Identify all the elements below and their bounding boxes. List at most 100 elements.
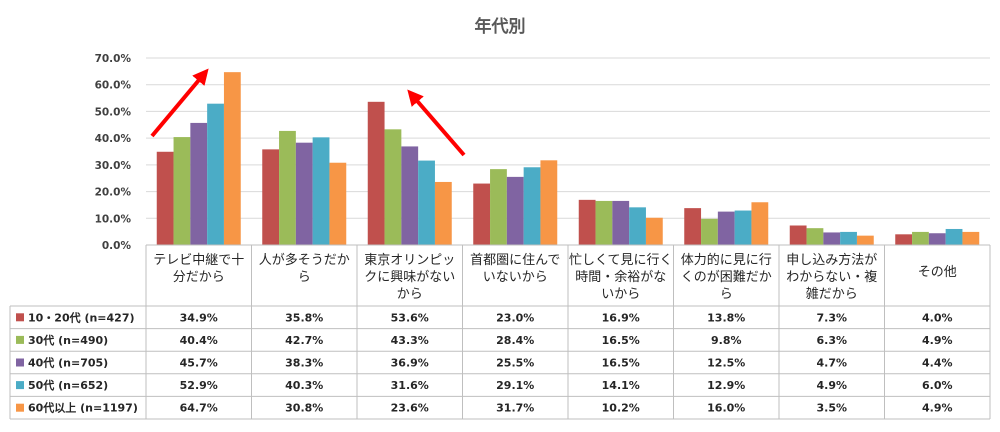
data-label: 40.4% [180, 334, 218, 347]
data-label: 25.5% [496, 357, 534, 370]
bar [207, 103, 224, 245]
data-label: 53.6% [391, 311, 429, 324]
data-label: 52.9% [180, 379, 218, 392]
y-tick-label: 60.0% [95, 80, 132, 92]
bar [173, 137, 191, 245]
data-label: 35.8% [285, 311, 323, 324]
category-label: 忙しくて見に行く時間・余裕がないから [569, 253, 673, 302]
data-label: 13.8% [707, 311, 745, 324]
y-tick-label: 50.0% [95, 106, 132, 118]
category-label: 人が多そうだから [259, 252, 350, 285]
bar [312, 137, 330, 245]
data-label: 30.8% [285, 402, 323, 415]
data-label: 16.0% [707, 402, 745, 415]
data-label: 4.4% [922, 357, 953, 370]
data-label: 16.5% [602, 334, 640, 347]
bar [823, 232, 841, 245]
bar [540, 160, 558, 245]
data-label: 28.4% [496, 334, 534, 347]
data-label: 14.1% [602, 379, 640, 392]
bars [156, 72, 980, 245]
bar [751, 202, 769, 245]
bar [895, 234, 913, 245]
bar [490, 169, 507, 245]
legend-label: 40代 (n=705) [28, 356, 108, 370]
bar [434, 181, 452, 245]
bar [295, 142, 313, 245]
bar [789, 225, 807, 245]
bar [717, 211, 735, 245]
bar [629, 207, 646, 245]
data-label: 16.9% [602, 311, 640, 324]
y-tick-label: 40.0% [95, 133, 132, 145]
bar [156, 151, 174, 245]
data-label: 42.7% [285, 334, 323, 347]
category-label: 東京オリンピックに興味がないから [364, 252, 455, 302]
data-label: 12.5% [707, 357, 745, 370]
bar [418, 160, 435, 245]
bar [701, 218, 718, 245]
data-label: 23.0% [496, 311, 534, 324]
bar [506, 176, 524, 245]
data-label: 31.6% [391, 379, 429, 392]
category-label: 首都圏に住んでいないから [470, 253, 560, 285]
y-tick-label: 70.0% [95, 53, 132, 65]
bar [945, 228, 963, 245]
bar [595, 200, 613, 245]
data-label: 23.6% [391, 402, 429, 415]
data-label: 10.2% [602, 402, 640, 415]
data-label: 43.3% [391, 334, 429, 347]
y-tick-label: 0.0% [102, 240, 132, 252]
bar [473, 183, 491, 245]
annotation-arrows [150, 68, 466, 157]
legend-label: 30代 (n=490) [28, 333, 108, 347]
chart-title: 年代別 [475, 16, 526, 37]
data-label: 6.0% [922, 379, 953, 392]
data-label: 29.1% [496, 379, 534, 392]
bar [856, 235, 874, 245]
y-tick-label: 10.0% [95, 213, 132, 225]
category-label: 体力的に見に行くのが困難だから [681, 252, 772, 302]
bar [928, 233, 946, 245]
legend-swatch [16, 313, 24, 322]
legend-label: 10・20代 (n=427) [28, 310, 135, 324]
y-axis-ticks: 0.0% 10.0% 20.0% 30.0% 40.0% 50.0% 60.0% 70.0% [95, 53, 132, 252]
bar [401, 146, 419, 245]
data-label: 16.5% [602, 357, 640, 370]
y-tick-label: 30.0% [95, 160, 132, 172]
legend-label: 50代 (n=652) [28, 378, 108, 392]
bar [912, 231, 929, 245]
data-label: 4.9% [922, 402, 953, 415]
data-label: 38.3% [285, 357, 323, 370]
bar [262, 149, 280, 245]
data-label: 34.9% [180, 311, 218, 324]
data-table: テレビ中継で十分だから人が多そうだから東京オリンピックに興味がないから首都圏に住… [9, 244, 991, 420]
data-label: 6.3% [816, 334, 847, 347]
data-label: 64.7% [180, 402, 218, 415]
category-label: 申し込み方法がわからない・複雑だから [786, 252, 877, 302]
category-label: その他 [918, 265, 957, 280]
data-label: 45.7% [180, 357, 218, 370]
bar [279, 130, 296, 245]
legend-swatch [16, 403, 24, 412]
bar [578, 199, 596, 245]
bar [840, 231, 857, 245]
data-label: 3.5% [816, 402, 847, 415]
bar [384, 129, 402, 245]
data-label: 12.9% [707, 379, 745, 392]
legend-swatch [16, 335, 24, 344]
legend-swatch [16, 358, 24, 367]
data-label: 31.7% [496, 402, 534, 415]
bar [190, 122, 208, 245]
bar [684, 208, 702, 245]
data-label: 7.3% [816, 311, 847, 324]
bar [806, 228, 824, 245]
bar [223, 72, 241, 245]
data-label: 4.7% [816, 357, 847, 370]
data-label: 36.9% [391, 357, 429, 370]
legend-swatch [16, 381, 24, 390]
bar [367, 101, 385, 245]
bar [523, 167, 541, 245]
bar [645, 217, 663, 245]
